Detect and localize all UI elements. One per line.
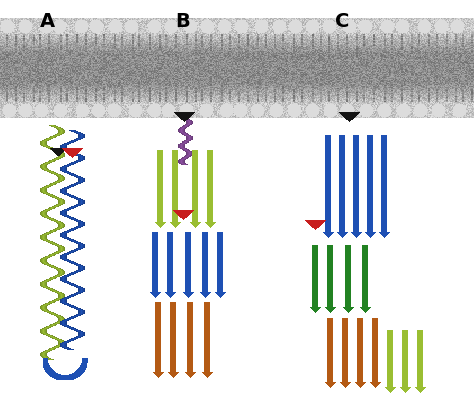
Text: C: C (335, 12, 349, 31)
Text: A: A (39, 12, 55, 31)
Text: B: B (176, 12, 191, 31)
